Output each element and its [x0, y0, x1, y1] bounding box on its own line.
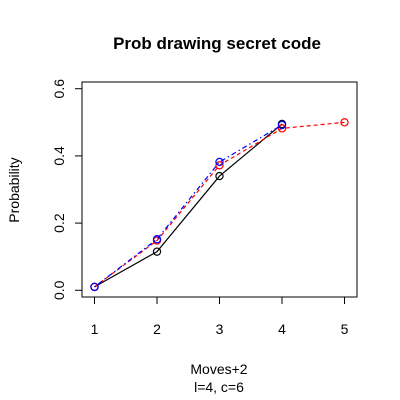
series-3-point — [215, 157, 224, 167]
series-2-point — [215, 161, 224, 170]
series-3-point — [90, 282, 99, 292]
plot-frame — [81, 81, 358, 298]
y-tick-label: 0.2 — [51, 213, 67, 233]
series-line-3 — [94, 124, 283, 288]
chart-title: Prob drawing secret code — [113, 34, 321, 53]
series-3-point — [152, 235, 162, 244]
x-axis-label: Moves+2 — [190, 361, 247, 377]
series-2-point — [277, 124, 287, 133]
series-layer — [90, 118, 349, 292]
y-axis-label: Probability — [6, 157, 22, 222]
y-tick-label: 0.6 — [51, 79, 67, 99]
y-tick-label: 0.4 — [51, 146, 67, 166]
y-axis: 0.0 0.2 0.4 0.6 — [51, 79, 82, 300]
y-tick-label: 0.0 — [51, 280, 67, 300]
series-line-2 — [94, 121, 345, 288]
series-1-point — [215, 171, 224, 181]
series-2-point — [340, 118, 349, 127]
x-tick-label: 4 — [278, 321, 286, 337]
series-1-point — [152, 247, 162, 256]
x-tick-label: 1 — [91, 321, 99, 337]
x-tick-label: 3 — [216, 321, 224, 337]
x-tick-label: 5 — [341, 321, 349, 337]
x-axis-sublabel: l=4, c=6 — [194, 379, 244, 395]
series-3-point — [277, 120, 287, 130]
x-axis: 1 2 3 4 5 — [91, 297, 349, 337]
series-line-1 — [94, 123, 283, 288]
x-tick-label: 2 — [153, 321, 161, 337]
